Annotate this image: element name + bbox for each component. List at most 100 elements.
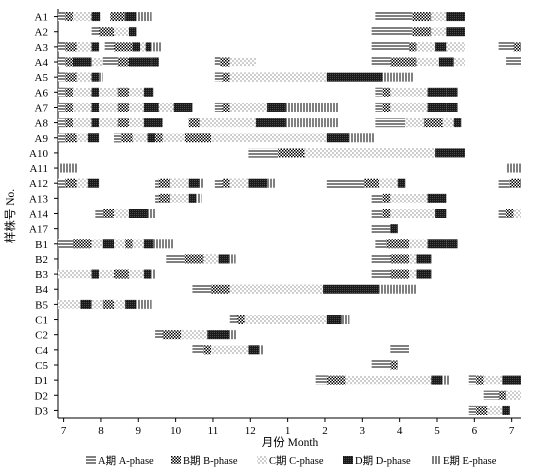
bar-A3-phase-D <box>91 42 100 52</box>
bar-A2-phase-A <box>91 27 100 37</box>
bar-A3-phase-B <box>114 42 133 52</box>
bar-A14-phase-A <box>498 209 507 218</box>
bar-A5-phase-C <box>229 72 327 82</box>
bar-A6-phase-A <box>375 87 383 97</box>
bar-A5-phase-D <box>91 72 100 82</box>
legend-swatch-B <box>171 456 181 464</box>
bar-A9-phase-E <box>349 133 376 143</box>
bar-A8-phase-C <box>442 118 454 128</box>
bar-A8-phase-A <box>375 118 406 128</box>
x-tick-label: 10 <box>170 425 182 437</box>
bar-A14-phase-A <box>371 209 383 218</box>
bar-C1-phase-E <box>341 315 350 325</box>
bar-A9-phase-B <box>184 133 212 143</box>
bar-A5-phase-B <box>222 72 230 82</box>
bar-A12-phase-B <box>364 178 380 188</box>
y-tick-label: B3 <box>35 269 48 281</box>
bar-D3-phase-C <box>487 405 503 415</box>
bar-A8-phase-C <box>199 118 256 128</box>
bar-A3-phase-B <box>65 42 77 52</box>
bar-D1-phase-D <box>431 375 443 385</box>
bar-D1-phase-A <box>468 375 477 385</box>
bar-B1-phase-B <box>386 239 409 249</box>
y-tick-label: A5 <box>35 72 49 84</box>
legend-swatch-A <box>86 456 96 464</box>
bar-A8-phase-B <box>117 118 129 128</box>
bar-B3-phase-B <box>114 269 129 279</box>
bar-A4-phase-D <box>128 57 152 67</box>
bar-A6-phase-C <box>99 87 118 97</box>
bar-A6-phase-C <box>72 87 92 97</box>
bar-B2-phase-A <box>166 254 185 264</box>
x-axis-title: 月份 Month <box>262 436 319 449</box>
bar-A9-phase-B <box>155 133 163 143</box>
bar-C4-phase-E <box>259 345 264 355</box>
bar-A14-phase-E <box>147 209 156 218</box>
y-tick-label: B2 <box>35 254 48 266</box>
bar-A10-phase-B <box>278 148 305 158</box>
bar-A14-phase-C <box>513 209 521 218</box>
bar-A8-phase-A <box>58 118 66 128</box>
bar-B3-phase-B <box>390 269 409 279</box>
bar-C1-phase-C <box>244 315 327 325</box>
bar-A5-phase-C <box>76 72 92 82</box>
y-tick-label: A11 <box>29 163 48 175</box>
bar-A4-phase-D <box>438 57 454 67</box>
bar-A7-phase-A <box>214 102 223 112</box>
bar-A12-phase-A <box>58 178 66 188</box>
bar-B5-phase-B <box>102 299 115 309</box>
bar-A9-phase-C <box>76 133 88 143</box>
bar-B1-phase-A <box>375 239 387 249</box>
bar-A1-phase-C <box>431 12 447 22</box>
bar-A9-phase-D <box>87 133 100 143</box>
bar-A14-phase-C <box>114 209 129 218</box>
bar-A13-phase-C <box>390 193 428 203</box>
phase-bars <box>58 12 521 415</box>
bar-A12-phase-A <box>498 178 510 188</box>
bar-B3-phase-C <box>99 269 115 279</box>
bar-A14-phase-D <box>435 209 447 218</box>
bar-A3-phase-C <box>416 42 436 52</box>
bar-A8-phase-D <box>143 118 163 128</box>
bar-B4-phase-D <box>323 284 380 294</box>
bar-A12-phase-D <box>188 178 200 188</box>
bar-B3-phase-C <box>128 269 144 279</box>
bar-A7-phase-B <box>382 102 391 112</box>
bar-A1-phase-B <box>412 12 432 22</box>
bar-A5-phase-A <box>214 72 223 82</box>
bar-A14-phase-C <box>390 209 436 218</box>
bar-A4-phase-B <box>390 57 417 67</box>
bar-A8-phase-B <box>65 118 73 128</box>
bar-A6-phase-D <box>427 87 447 97</box>
bar-B3-phase-D <box>416 269 432 279</box>
bar-B1-phase-D <box>427 239 447 249</box>
bar-B1-phase-C <box>132 239 144 249</box>
bar-A1-phase-D <box>125 12 137 22</box>
bar-A10-phase-C <box>304 148 436 158</box>
bar-A2-phase-C <box>114 27 129 37</box>
bar-B2-phase-E <box>229 254 236 264</box>
bar-D1-phase-B <box>326 375 346 385</box>
bar-C1-phase-B <box>237 315 245 325</box>
y-tick-label: A6 <box>35 87 49 99</box>
bar-A12-phase-B <box>509 178 521 188</box>
x-tick-labels: 7 8 9 10 11 12 1 2 3 4 5 6 7 <box>61 418 515 437</box>
legend-label-A: A期 A-phase <box>98 455 154 467</box>
bar-B2-phase-D <box>218 254 230 264</box>
bar-C1-phase-A <box>229 315 238 325</box>
bar-A6-phase-C <box>390 87 428 97</box>
bar-A4-phase-B <box>117 57 129 67</box>
bar-B2-phase-D <box>416 254 432 264</box>
bar-B5-phase-D <box>80 299 92 309</box>
bar-A12-phase-D <box>87 178 100 188</box>
y-tick-label: D1 <box>35 375 48 387</box>
y-tick-label: A13 <box>29 193 48 205</box>
bar-B2-phase-C <box>203 254 219 264</box>
bar-B1-phase-C <box>91 239 103 249</box>
bar-A2-phase-D <box>446 27 465 37</box>
bar-A11-phase-E <box>58 163 77 173</box>
bar-A12-phase-C <box>170 178 189 188</box>
bar-B3-phase-D <box>91 269 100 279</box>
bar-A8-phase-D <box>91 118 100 128</box>
bar-A5-phase-B <box>65 72 77 82</box>
